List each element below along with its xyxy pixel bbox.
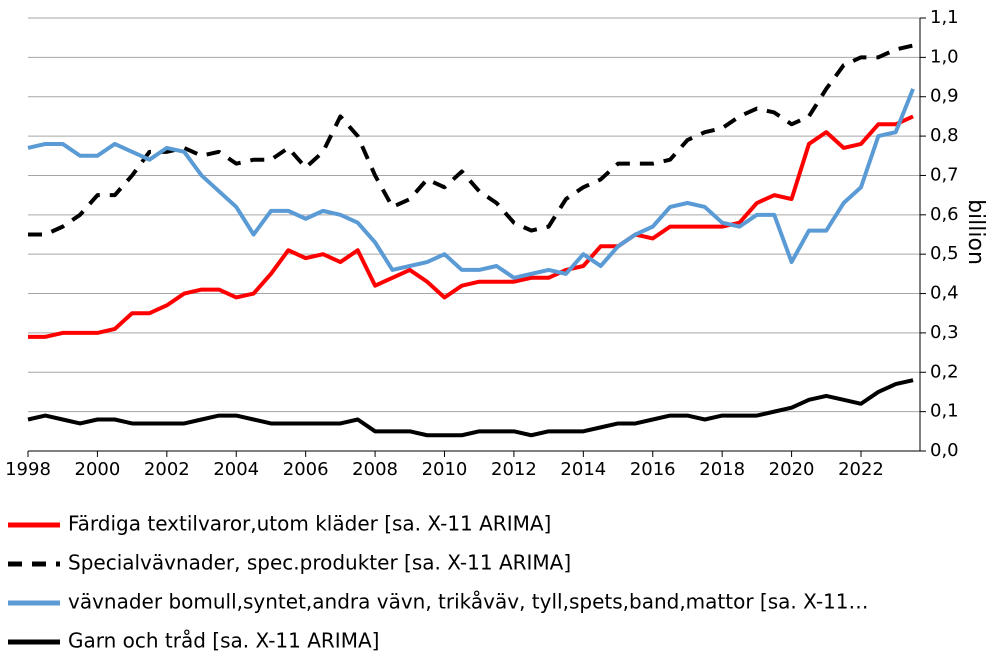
- x-tick-label: 2008: [352, 459, 398, 480]
- x-tick-label: 2006: [283, 459, 329, 480]
- legend-label: Specialvävnader, spec.produkter [sa. X-1…: [68, 551, 571, 575]
- x-tick-label: 2002: [144, 459, 190, 480]
- y-tick-label: 0,2: [930, 361, 959, 382]
- x-tick-label: 2004: [213, 459, 259, 480]
- legend-label: vävnader bomull,syntet,andra vävn, trikå…: [68, 590, 868, 614]
- x-tick-label: 2020: [769, 459, 815, 480]
- x-tick-label: 2000: [75, 459, 121, 480]
- y-tick-label: 0,6: [930, 204, 959, 225]
- y-tick-label: 0,1: [930, 401, 959, 422]
- series-line: [27, 378, 914, 438]
- x-tick-label: 2012: [491, 459, 537, 480]
- series-line: [28, 43, 914, 237]
- series-line: [28, 114, 914, 339]
- y-tick-label: 1,1: [930, 7, 959, 28]
- y-tick-label: 0,4: [930, 283, 959, 304]
- y-tick-label: 0,8: [930, 125, 959, 146]
- legend-label: Färdiga textilvaror,utom kläder [sa. X-1…: [68, 512, 551, 536]
- y-axis-label: billion: [963, 199, 988, 265]
- y-tick-label: 0,0: [930, 440, 959, 461]
- x-tick-label: 2018: [699, 459, 745, 480]
- y-tick-label: 1,0: [930, 46, 959, 67]
- y-tick-label: 0,7: [930, 164, 959, 185]
- y-tick-label: 0,3: [930, 322, 959, 343]
- y-tick-label: 0,5: [930, 243, 959, 264]
- x-tick-label: 2016: [630, 459, 676, 480]
- x-tick-label: 2010: [422, 459, 468, 480]
- legend-label: Garn och tråd [sa. X-11 ARIMA]: [68, 629, 379, 653]
- series-line: [27, 88, 915, 280]
- x-tick-label: 2014: [560, 459, 606, 480]
- x-tick-label: 2022: [838, 459, 884, 480]
- x-tick-label: 1998: [5, 459, 51, 480]
- y-tick-label: 0,9: [930, 86, 959, 107]
